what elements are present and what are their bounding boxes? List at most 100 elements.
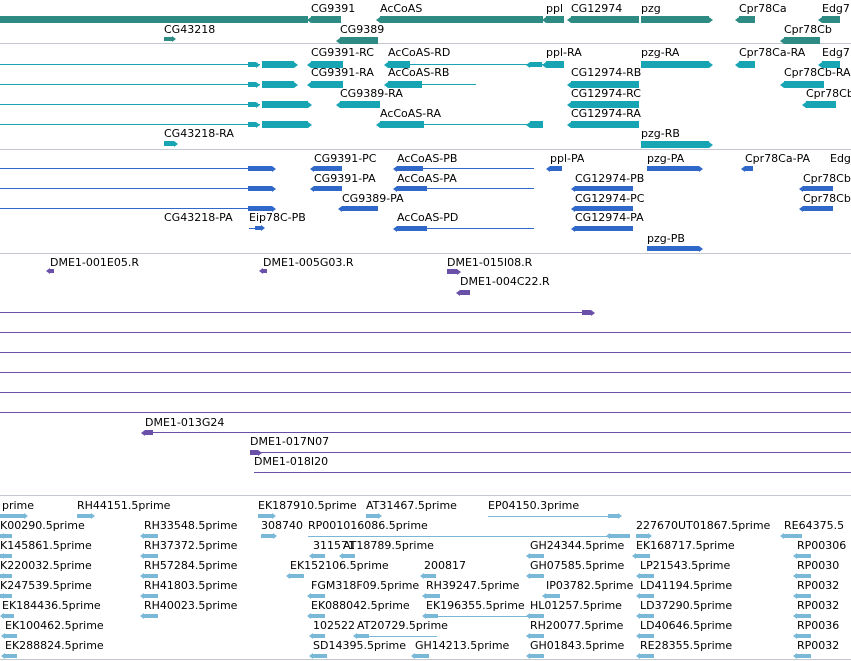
exon-box xyxy=(144,534,158,538)
exon-box xyxy=(357,634,369,638)
feature-label: CG9389-PA xyxy=(342,192,404,205)
intron-line xyxy=(254,472,851,473)
strand-arrow-right-icon xyxy=(308,121,312,128)
strand-arrow-right-icon xyxy=(272,205,276,212)
feature-label: 227670 xyxy=(636,519,678,532)
feature-label: Edg7 xyxy=(822,46,850,59)
strand-arrow-right-icon xyxy=(294,61,298,68)
exon-box xyxy=(797,654,811,658)
exon-box xyxy=(803,206,833,211)
exon-box xyxy=(0,514,24,518)
strand-arrow-left-icon xyxy=(307,593,311,599)
feature-label: pzg-RB xyxy=(641,127,680,140)
strand-arrow-left-icon xyxy=(567,121,571,128)
feature-label: GH24344.5prime xyxy=(530,539,625,552)
feature-label: GH14213.5prime xyxy=(415,639,510,652)
strand-arrow-left-icon xyxy=(526,121,530,128)
strand-arrow-left-icon xyxy=(793,633,797,639)
intron-line xyxy=(0,168,262,169)
feature-label: ppl xyxy=(546,2,564,15)
exon-box xyxy=(530,62,542,67)
strand-arrow-left-icon xyxy=(567,16,571,23)
feature-label: RE64375.5 xyxy=(784,519,845,532)
strand-arrow-left-icon xyxy=(546,165,550,172)
exon-box xyxy=(426,614,438,618)
exon-box xyxy=(784,37,820,44)
strand-arrow-left-icon xyxy=(735,61,739,68)
exon-box xyxy=(314,186,342,191)
feature-label: RP0036 xyxy=(797,619,840,632)
strand-arrow-left-icon xyxy=(376,121,380,128)
exon-box xyxy=(530,614,544,618)
strand-arrow-left-icon xyxy=(567,81,571,88)
strand-arrow-right-icon xyxy=(294,81,298,88)
feature-label: LD41194.5prime xyxy=(640,579,733,592)
strand-arrow-left-icon xyxy=(422,613,426,619)
feature-label: HL01257.5prime xyxy=(530,599,622,612)
strand-arrow-right-icon xyxy=(272,185,276,192)
exon-box xyxy=(380,121,424,128)
exon-box xyxy=(340,37,378,44)
strand-arrow-left-icon xyxy=(526,553,530,559)
strand-arrow-left-icon xyxy=(818,61,822,68)
feature-label: LP21543.5prime xyxy=(640,559,731,572)
feature-label: RE28355.5prime xyxy=(640,639,733,652)
intron-line xyxy=(0,352,851,353)
strand-arrow-left-icon xyxy=(393,165,397,172)
exon-box xyxy=(424,574,436,578)
exon-box xyxy=(397,166,423,171)
track-separator xyxy=(0,495,851,496)
strand-arrow-right-icon xyxy=(272,513,276,519)
strand-arrow-left-icon xyxy=(802,101,806,108)
feature-label: RH41803.5prime xyxy=(144,579,238,592)
exon-box xyxy=(530,574,544,578)
feature-label: DME1-015I08.R xyxy=(447,256,533,269)
intron-line xyxy=(308,536,630,537)
track-separator xyxy=(0,253,851,254)
exon-box xyxy=(262,101,308,108)
strand-arrow-left-icon xyxy=(384,81,388,88)
strand-arrow-right-icon xyxy=(91,513,95,519)
strand-arrow-left-icon xyxy=(526,633,530,639)
intron-line xyxy=(0,64,260,65)
feature-label: EK100462.5prime xyxy=(5,619,104,632)
exon-box xyxy=(0,554,12,558)
strand-arrow-left-icon xyxy=(793,593,797,599)
strand-arrow-left-icon xyxy=(140,593,144,599)
feature-label: AT31467.5prime xyxy=(366,499,457,512)
exon-box xyxy=(426,594,440,598)
strand-arrow-right-icon xyxy=(457,268,461,275)
feature-label: Edg xyxy=(830,152,851,165)
exon-box xyxy=(397,226,427,231)
feature-label: pzg-RA xyxy=(641,46,680,59)
exon-box xyxy=(530,554,544,558)
strand-arrow-left-icon xyxy=(636,653,640,659)
strand-arrow-left-icon xyxy=(384,61,388,68)
exon-box xyxy=(248,82,256,87)
feature-label: K145861.5prime xyxy=(0,539,92,552)
feature-label: RH44151.5prime xyxy=(77,499,171,512)
strand-arrow-left-icon xyxy=(140,573,144,579)
intron-line xyxy=(397,228,534,229)
feature-label: EK187910.5prime xyxy=(258,499,357,512)
feature-label: AcCoAS-PA xyxy=(397,172,457,185)
strand-arrow-left-icon xyxy=(526,573,530,579)
exon-box xyxy=(262,121,308,128)
exon-box xyxy=(640,574,654,578)
feature-label: CG12974-RA xyxy=(571,107,641,120)
exon-box xyxy=(258,514,272,518)
intron-line xyxy=(0,124,260,125)
strand-arrow-left-icon xyxy=(307,16,311,23)
feature-label: CG12974-PB xyxy=(575,172,645,185)
strand-arrow-left-icon xyxy=(1,633,5,639)
exon-box xyxy=(311,594,325,598)
strand-arrow-right-icon xyxy=(174,140,178,147)
feature-label: AcCoAS-RA xyxy=(380,107,441,120)
exon-box xyxy=(2,614,14,618)
strand-arrow-right-icon xyxy=(378,513,382,519)
exon-box xyxy=(144,554,158,558)
strand-arrow-right-icon xyxy=(256,61,260,68)
feature-label: RP0032 xyxy=(797,639,840,652)
strand-arrow-right-icon xyxy=(591,309,595,316)
